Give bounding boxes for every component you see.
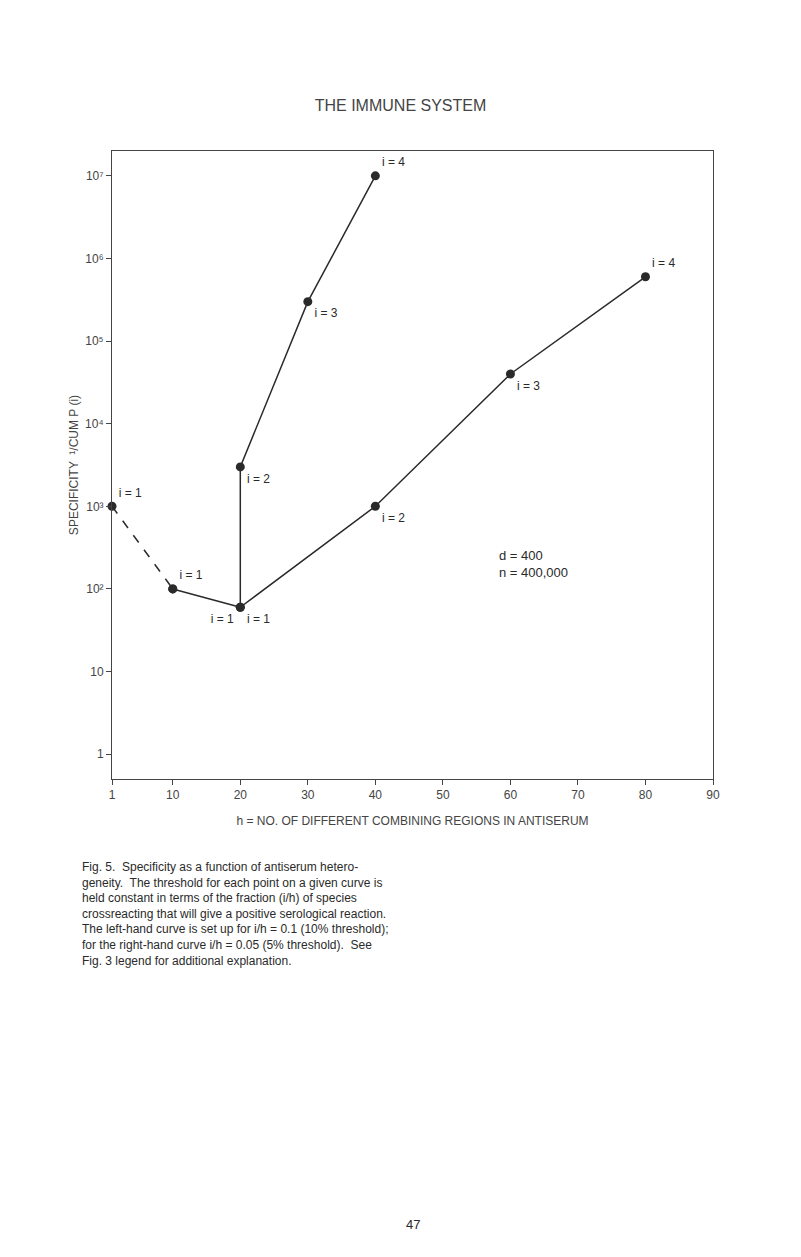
svg-text:d = 400n = 400,000: d = 400n = 400,000	[499, 548, 568, 580]
svg-text:10: 10	[166, 788, 180, 802]
svg-text:10⁴: 10⁴	[85, 417, 104, 431]
svg-text:i = 4: i = 4	[382, 155, 405, 169]
svg-text:90: 90	[706, 788, 720, 802]
svg-text:50: 50	[436, 788, 450, 802]
svg-text:Fig. 5. Specificity as a func: Fig. 5. Specificity as a function of ant…	[82, 860, 389, 968]
svg-text:i = 1: i = 1	[211, 612, 234, 626]
svg-text:10⁶: 10⁶	[85, 252, 103, 266]
svg-text:i = 2: i = 2	[247, 472, 270, 486]
svg-text:30: 30	[301, 788, 315, 802]
svg-text:10⁷: 10⁷	[86, 169, 104, 183]
svg-text:1: 1	[97, 747, 104, 761]
svg-text:i = 4: i = 4	[652, 256, 675, 270]
svg-text:h = NO. OF DIFFERENT COMBINING: h = NO. OF DIFFERENT COMBINING REGIONS I…	[236, 814, 588, 828]
svg-text:10: 10	[90, 665, 104, 679]
svg-text:1: 1	[109, 788, 116, 802]
svg-text:10³: 10³	[86, 500, 103, 514]
svg-text:i = 1: i = 1	[247, 612, 270, 626]
svg-text:i = 1: i = 1	[179, 568, 202, 582]
svg-text:47: 47	[406, 1217, 420, 1232]
svg-text:i = 3: i = 3	[314, 306, 337, 320]
svg-text:i = 1: i = 1	[119, 486, 142, 500]
svg-text:70: 70	[571, 788, 585, 802]
svg-text:40: 40	[369, 788, 383, 802]
svg-text:10⁵: 10⁵	[85, 334, 103, 348]
svg-text:20: 20	[234, 788, 248, 802]
svg-text:10²: 10²	[86, 582, 103, 596]
svg-text:i = 2: i = 2	[382, 511, 405, 525]
svg-text:SPECIFICITY ¹/CUM P (i): SPECIFICITY ¹/CUM P (i)	[67, 395, 81, 535]
svg-text:60: 60	[504, 788, 518, 802]
svg-text:i = 3: i = 3	[517, 379, 540, 393]
svg-text:THE IMMUNE SYSTEM: THE IMMUNE SYSTEM	[315, 97, 487, 114]
svg-text:80: 80	[639, 788, 653, 802]
